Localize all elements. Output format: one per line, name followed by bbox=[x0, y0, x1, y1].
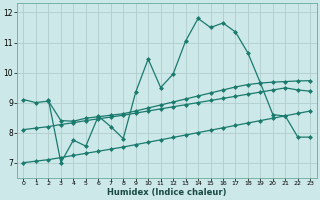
X-axis label: Humidex (Indice chaleur): Humidex (Indice chaleur) bbox=[107, 188, 227, 197]
